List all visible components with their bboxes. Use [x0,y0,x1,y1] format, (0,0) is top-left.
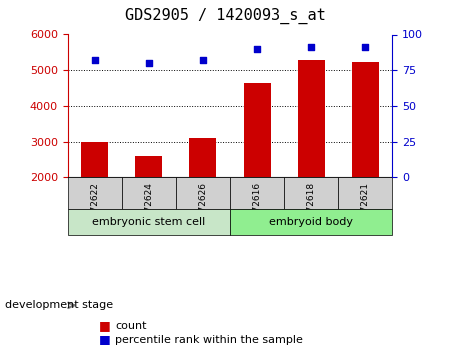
Text: ■: ■ [99,319,111,333]
Text: GSM72616: GSM72616 [253,182,262,231]
Point [253,46,261,51]
Text: GSM72622: GSM72622 [90,182,99,231]
Text: development stage: development stage [5,300,113,310]
FancyBboxPatch shape [284,177,338,209]
Bar [135,156,162,177]
Text: GSM72621: GSM72621 [361,182,370,231]
Text: GDS2905 / 1420093_s_at: GDS2905 / 1420093_s_at [125,8,326,24]
FancyBboxPatch shape [338,177,392,209]
FancyBboxPatch shape [122,177,176,209]
FancyBboxPatch shape [176,177,230,209]
Bar [189,138,216,177]
Text: embryonic stem cell: embryonic stem cell [92,217,206,227]
Text: count: count [115,321,147,331]
Text: percentile rank within the sample: percentile rank within the sample [115,335,303,345]
Point [199,58,207,63]
Text: ■: ■ [99,333,111,345]
Text: embryoid body: embryoid body [269,217,353,227]
Point [362,45,369,50]
FancyBboxPatch shape [230,177,284,209]
Bar [244,83,271,177]
Bar [298,60,325,177]
Text: GSM72618: GSM72618 [307,182,316,231]
FancyBboxPatch shape [68,209,230,235]
FancyBboxPatch shape [230,209,392,235]
Point [91,58,98,63]
Bar [352,62,379,177]
Text: GSM72626: GSM72626 [198,182,207,231]
FancyBboxPatch shape [68,177,122,209]
Point [308,45,315,50]
Text: GSM72624: GSM72624 [144,182,153,231]
Bar [81,142,108,177]
Point [145,60,152,66]
